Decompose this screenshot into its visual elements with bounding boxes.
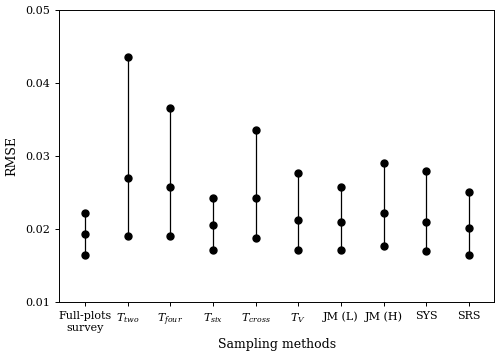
X-axis label: Sampling methods: Sampling methods xyxy=(218,338,336,351)
Y-axis label: RMSE: RMSE xyxy=(6,136,18,176)
